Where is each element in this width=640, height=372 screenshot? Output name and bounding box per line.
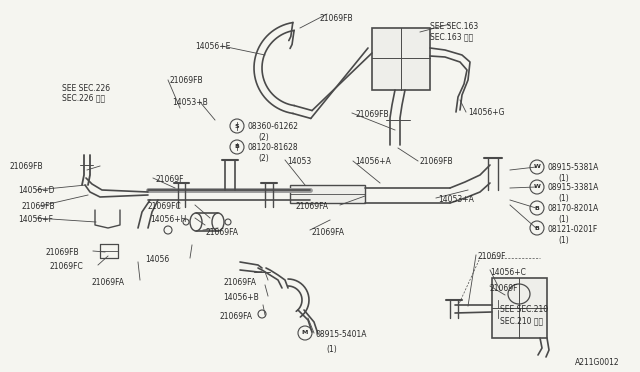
Text: 08915-5401A: 08915-5401A bbox=[316, 330, 367, 339]
Text: 21069FC: 21069FC bbox=[148, 202, 182, 211]
FancyBboxPatch shape bbox=[290, 185, 365, 203]
Text: (1): (1) bbox=[326, 345, 337, 354]
Text: 21069FA: 21069FA bbox=[295, 202, 328, 211]
Text: 08170-8201A: 08170-8201A bbox=[548, 204, 599, 213]
Text: M: M bbox=[302, 330, 308, 336]
Text: 21069FB: 21069FB bbox=[10, 162, 44, 171]
Text: (2): (2) bbox=[258, 154, 269, 163]
Text: 21069FA: 21069FA bbox=[220, 312, 253, 321]
FancyBboxPatch shape bbox=[372, 28, 430, 90]
Text: 21069FA: 21069FA bbox=[205, 228, 238, 237]
Text: A211G0012: A211G0012 bbox=[575, 358, 620, 367]
Text: S: S bbox=[235, 124, 239, 128]
Text: 14056+E: 14056+E bbox=[195, 42, 230, 51]
Text: SEC.210 参照: SEC.210 参照 bbox=[500, 316, 543, 325]
Text: 08915-5381A: 08915-5381A bbox=[548, 163, 600, 172]
Text: 21069FB: 21069FB bbox=[45, 248, 79, 257]
Text: W: W bbox=[534, 164, 540, 170]
Text: SEC.163 参照: SEC.163 参照 bbox=[430, 32, 473, 41]
Text: 14056+G: 14056+G bbox=[468, 108, 504, 117]
Text: W: W bbox=[534, 185, 540, 189]
Text: (1): (1) bbox=[558, 174, 569, 183]
Text: 21069FA: 21069FA bbox=[223, 278, 256, 287]
FancyBboxPatch shape bbox=[492, 278, 547, 338]
Text: 08121-0201F: 08121-0201F bbox=[548, 225, 598, 234]
Text: 21069F: 21069F bbox=[478, 252, 506, 261]
Text: B: B bbox=[534, 205, 540, 211]
Text: 21069FB: 21069FB bbox=[355, 110, 388, 119]
Text: (1): (1) bbox=[558, 194, 569, 203]
Text: 14056+H: 14056+H bbox=[150, 215, 186, 224]
Text: SEE SEC.163: SEE SEC.163 bbox=[430, 22, 478, 31]
Text: 14056+C: 14056+C bbox=[490, 268, 526, 277]
Text: 08915-3381A: 08915-3381A bbox=[548, 183, 600, 192]
Text: 14053+B: 14053+B bbox=[172, 98, 208, 107]
Text: SEE SEC.210: SEE SEC.210 bbox=[500, 305, 548, 314]
Text: 21069F: 21069F bbox=[490, 284, 518, 293]
Text: 21069FB: 21069FB bbox=[170, 76, 204, 85]
Text: (1): (1) bbox=[558, 215, 569, 224]
Text: 08120-81628: 08120-81628 bbox=[248, 143, 299, 152]
Text: B: B bbox=[235, 144, 239, 150]
Text: 21069FA: 21069FA bbox=[312, 228, 345, 237]
Text: 14056+B: 14056+B bbox=[223, 293, 259, 302]
Text: 14056+A: 14056+A bbox=[355, 157, 391, 166]
Text: SEE SEC.226: SEE SEC.226 bbox=[62, 84, 110, 93]
Text: 08360-61262: 08360-61262 bbox=[248, 122, 299, 131]
Text: 14056: 14056 bbox=[145, 255, 169, 264]
Text: 21069F: 21069F bbox=[155, 175, 184, 184]
Text: 21069FA: 21069FA bbox=[92, 278, 125, 287]
Text: SEC.226 参照: SEC.226 参照 bbox=[62, 93, 105, 102]
Text: (2): (2) bbox=[258, 133, 269, 142]
Text: 21069FB: 21069FB bbox=[22, 202, 56, 211]
Text: 14053+A: 14053+A bbox=[438, 195, 474, 204]
Text: (1): (1) bbox=[558, 236, 569, 245]
Text: 21069FB: 21069FB bbox=[320, 14, 354, 23]
Text: 14056+D: 14056+D bbox=[18, 186, 54, 195]
Text: 21069FC: 21069FC bbox=[50, 262, 84, 271]
Text: 21069FB: 21069FB bbox=[420, 157, 454, 166]
Text: 14053: 14053 bbox=[287, 157, 311, 166]
Text: 14056+F: 14056+F bbox=[18, 215, 53, 224]
Text: B: B bbox=[534, 225, 540, 231]
